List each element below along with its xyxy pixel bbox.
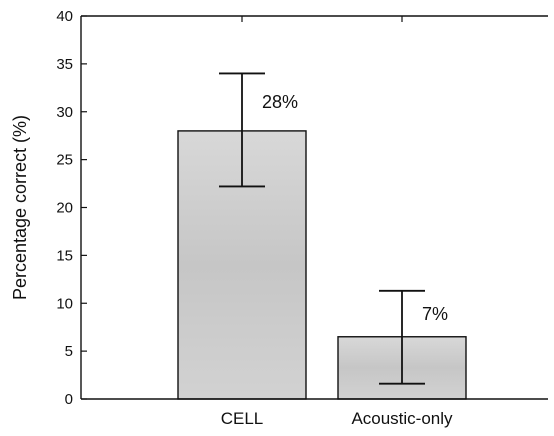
y-tick-label-20: 20: [56, 200, 73, 217]
category-label-1: Acoustic-only: [351, 409, 453, 428]
y-tick-label-40: 40: [56, 8, 73, 25]
error-bars-layer: [219, 72, 425, 385]
y-tick-label-10: 10: [56, 295, 73, 312]
y-tick-label-35: 35: [56, 56, 73, 73]
y-tick-label-0: 0: [65, 391, 73, 408]
y-axis-title: Percentage correct (%): [10, 115, 30, 300]
y-tick-label-25: 25: [56, 152, 73, 169]
y-tick-label-5: 5: [65, 343, 73, 360]
data-label-0: 28%: [262, 92, 298, 112]
labels-layer: 0 5 10 15 20 25 30 35 40 CELL Acoustic-only 28% 7% Pe…: [10, 8, 453, 428]
y-tick-label-15: 15: [56, 247, 73, 264]
category-label-0: CELL: [221, 409, 264, 428]
bars-layer: [177, 130, 467, 400]
y-tick-label-30: 30: [56, 104, 73, 121]
data-label-1: 7%: [422, 304, 448, 324]
axes-layer: [80, 15, 548, 400]
